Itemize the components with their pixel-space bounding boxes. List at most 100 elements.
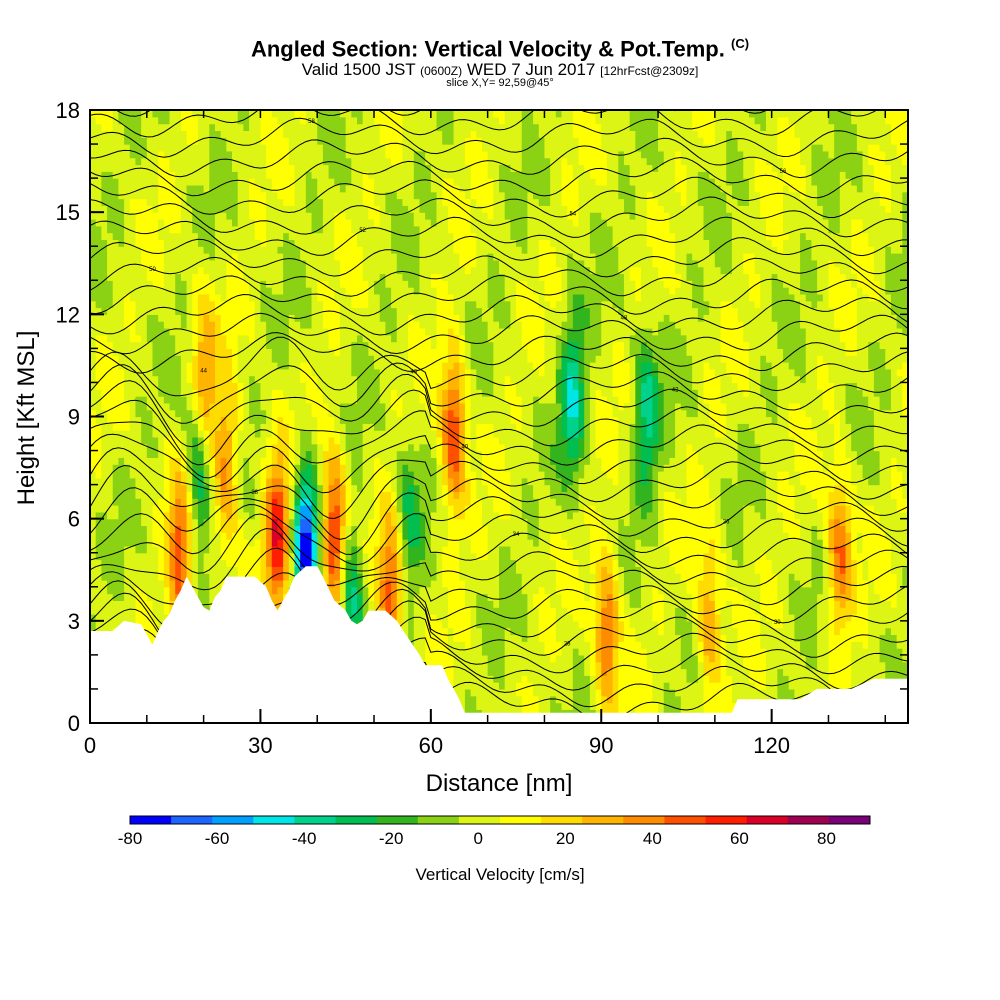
field-cell (856, 661, 864, 670)
field-cell (635, 654, 642, 663)
field-cell (470, 661, 477, 670)
field-cell (322, 552, 330, 561)
field-cell (356, 539, 364, 547)
field-cell (896, 600, 903, 608)
field-cell (641, 641, 648, 649)
field-cell (464, 682, 472, 690)
field-cell (288, 566, 296, 574)
field-cell (345, 607, 352, 615)
field-cell (709, 695, 716, 704)
field-cell (856, 498, 864, 506)
field-cell (175, 552, 182, 561)
field-cell (447, 600, 455, 608)
field-cell (902, 505, 908, 513)
field-cell (783, 573, 790, 581)
field-cell (521, 593, 528, 601)
field-cell (862, 627, 869, 636)
field-cell (606, 498, 614, 506)
field-cell (896, 627, 903, 636)
field-cell (527, 579, 534, 588)
field-cell (391, 579, 398, 588)
field-cell (873, 552, 881, 561)
field-cell (391, 511, 398, 520)
field-cell (533, 525, 540, 533)
field-cell (141, 552, 148, 561)
field-cell (760, 498, 767, 506)
field-cell (334, 498, 341, 506)
field-cell (527, 702, 534, 710)
field-cell (141, 600, 148, 608)
field-cell (288, 552, 296, 561)
field-cell (447, 491, 455, 499)
field-cell (305, 552, 313, 561)
field-cell (203, 579, 210, 588)
field-cell (703, 661, 710, 670)
field-cell (834, 511, 841, 520)
field-cell (618, 552, 625, 561)
field-cell (317, 498, 324, 506)
field-cell (902, 532, 908, 540)
field-cell (453, 661, 460, 670)
field-cell (612, 654, 619, 663)
field-cell (481, 586, 489, 595)
field-cell (765, 566, 773, 574)
field-cell (879, 627, 886, 636)
field-cell (868, 607, 875, 615)
field-cell (396, 552, 404, 561)
field-cell (442, 654, 449, 663)
field-cell (504, 566, 511, 574)
field-cell (641, 695, 648, 704)
field-cell (765, 668, 773, 676)
field-cell (555, 702, 563, 710)
field-cell (425, 634, 432, 642)
field-cell (578, 627, 585, 636)
field-cell (294, 532, 301, 540)
field-cell (805, 491, 813, 499)
field-cell (765, 552, 773, 561)
field-cell (589, 566, 597, 574)
field-cell (351, 614, 358, 622)
field-cell (283, 545, 290, 554)
field-cell (266, 545, 273, 554)
field-cell (845, 545, 852, 554)
field-cell (459, 525, 466, 533)
field-cell (158, 552, 165, 561)
field-cell (731, 498, 739, 506)
field-cell (538, 566, 546, 574)
field-cell (334, 559, 341, 567)
field-cell (402, 566, 409, 574)
valid-zulu: (0600Z) (420, 64, 463, 78)
field-cell (805, 532, 813, 540)
field-cell (112, 484, 119, 493)
field-cell (748, 614, 756, 622)
field-cell (754, 505, 761, 513)
field-cell (555, 627, 563, 636)
field-cell (408, 552, 415, 561)
field-cell (266, 586, 273, 595)
field-cell (175, 525, 182, 533)
field-cell (413, 552, 421, 561)
field-cell (856, 566, 864, 574)
field-cell (175, 545, 182, 554)
field-cell (692, 566, 699, 574)
field-cell (578, 600, 585, 608)
field-cell (754, 573, 761, 581)
field-cell (232, 518, 239, 527)
field-cell (356, 607, 364, 615)
field-cell (379, 600, 386, 608)
field-cell (828, 586, 835, 595)
field-cell (459, 695, 466, 704)
field-cell (800, 552, 807, 561)
field-cell (851, 573, 858, 581)
field-cell (680, 511, 688, 520)
field-cell (697, 654, 705, 663)
field-cell (800, 682, 807, 690)
field-cell (470, 532, 477, 540)
field-cell (214, 505, 222, 513)
field-cell (322, 573, 330, 581)
field-cell (385, 539, 392, 547)
field-cell (305, 511, 313, 520)
field-cell (385, 566, 392, 574)
field-cell (476, 695, 483, 704)
field-cell (800, 641, 807, 649)
